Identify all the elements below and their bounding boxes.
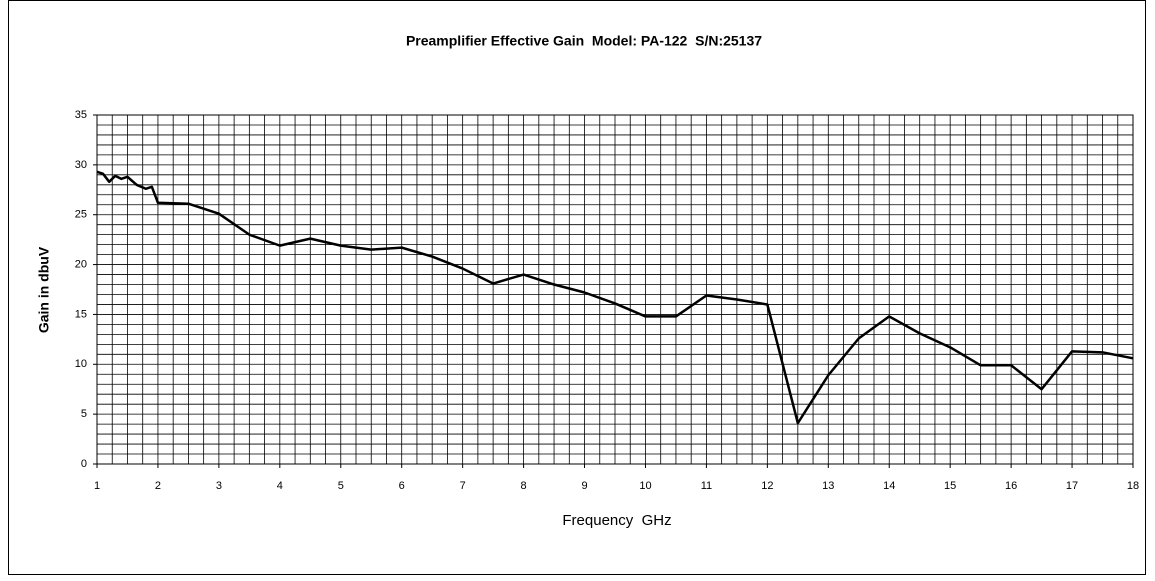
y-tick-label: 30 <box>75 159 87 171</box>
y-tick-label: 20 <box>75 258 87 270</box>
y-tick-label: 15 <box>75 308 87 320</box>
x-tick-label: 10 <box>639 480 651 492</box>
y-tick-label: 10 <box>75 358 87 370</box>
y-axis-label: Gain in dbuV <box>36 246 52 333</box>
x-axis-label: Frequency GHz <box>562 512 671 529</box>
y-tick-label: 5 <box>81 408 87 420</box>
y-tick-label: 0 <box>81 458 87 470</box>
x-tick-label: 11 <box>701 480 712 492</box>
plot-border <box>96 114 1134 465</box>
x-tick-label: 13 <box>822 480 834 492</box>
x-tick-label: 8 <box>521 480 527 492</box>
data-line <box>96 170 1134 425</box>
x-tick-label: 18 <box>1127 480 1139 492</box>
y-tick-label: 25 <box>75 209 87 221</box>
x-tick-label: 12 <box>761 480 773 492</box>
y-tick-label: 35 <box>75 109 87 121</box>
x-tick-label: 16 <box>1005 480 1017 492</box>
x-tick-label: 1 <box>94 480 100 492</box>
x-tick-label: 17 <box>1066 480 1078 492</box>
x-tick-label: 2 <box>155 480 161 492</box>
x-tick-label: 9 <box>581 480 587 492</box>
x-tick-label: 6 <box>399 480 405 492</box>
x-tick-label: 14 <box>883 480 895 492</box>
x-tick-label: 3 <box>216 480 222 492</box>
x-tick-label: 7 <box>460 480 466 492</box>
chart-frame <box>8 0 1146 575</box>
x-tick-label: 4 <box>277 480 283 492</box>
chart-title: Preamplifier Effective Gain Model: PA-12… <box>406 33 762 49</box>
x-tick-label: 15 <box>944 480 956 492</box>
x-tick-label: 5 <box>338 480 344 492</box>
